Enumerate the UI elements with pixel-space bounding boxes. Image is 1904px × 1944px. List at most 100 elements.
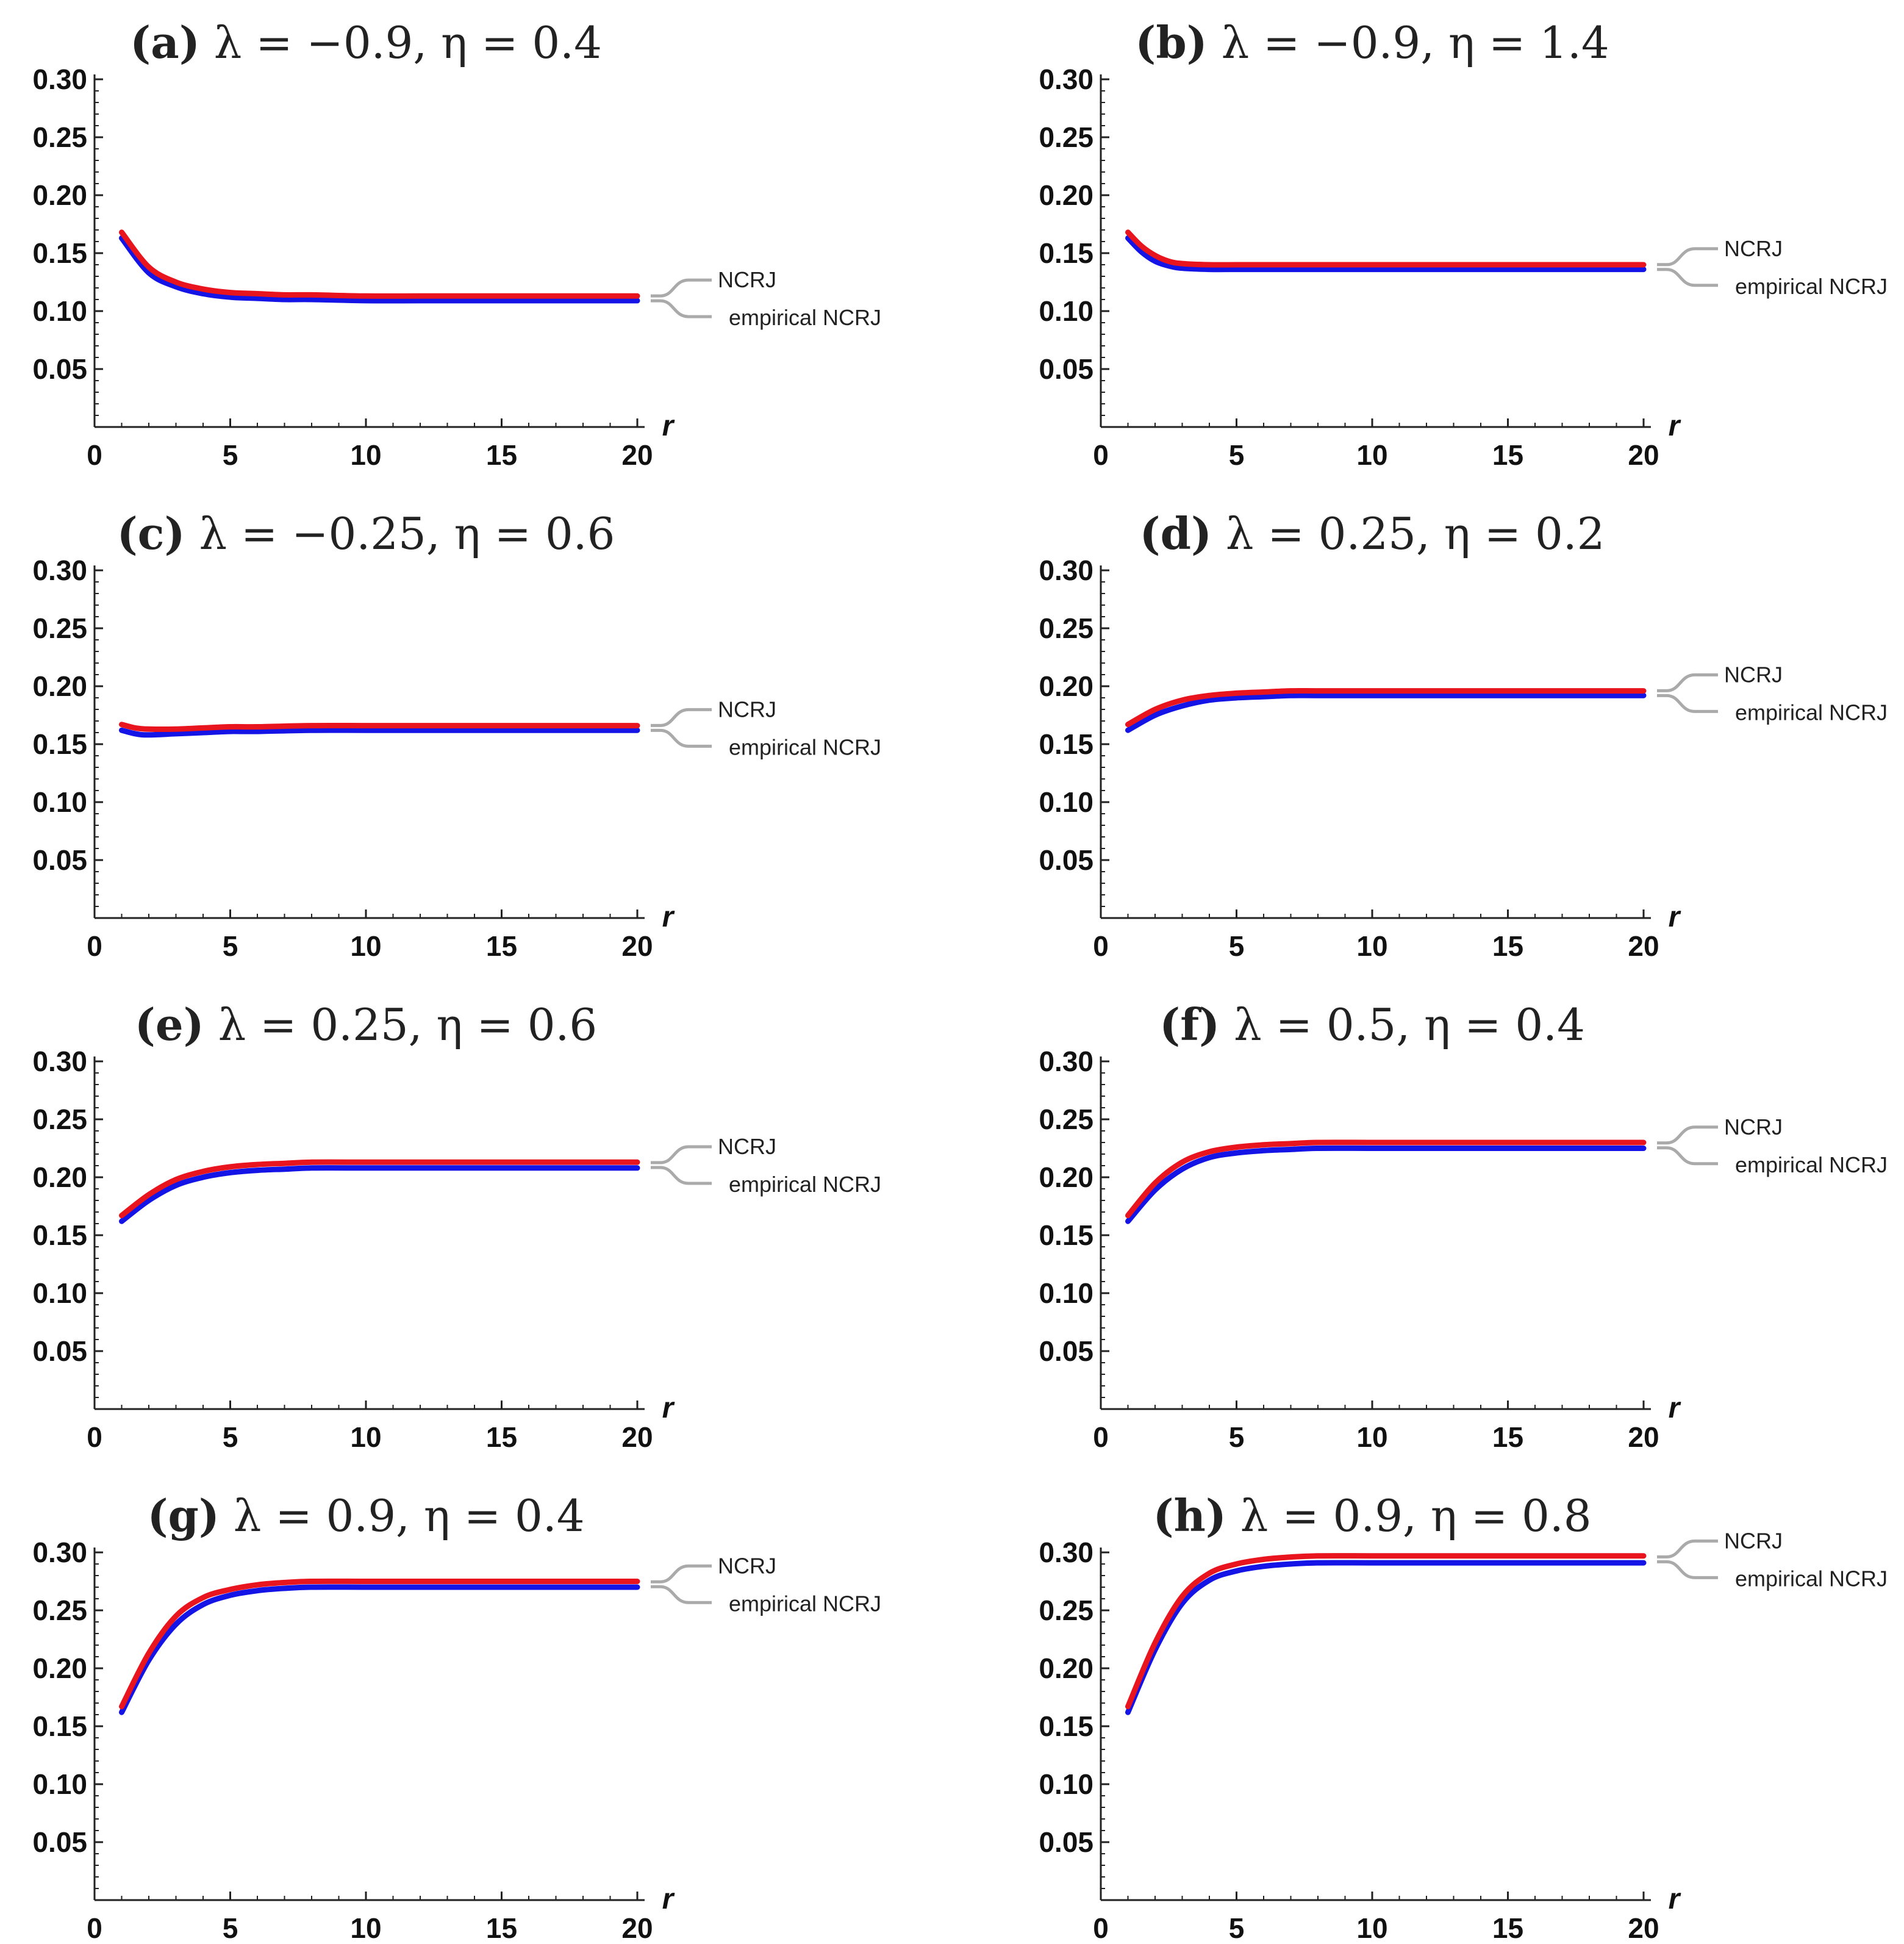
x-tick-label: 0 bbox=[87, 1912, 102, 1941]
series-line-empirical-ncrj bbox=[119, 727, 640, 738]
y-tick-label: 0.10 bbox=[1039, 786, 1093, 818]
y-tick-label: 0.05 bbox=[1039, 1826, 1093, 1858]
y-tick-label: 0.10 bbox=[1039, 295, 1093, 327]
y-tick-label: 0.15 bbox=[32, 728, 87, 760]
y-tick-label: 0.25 bbox=[32, 612, 87, 644]
chart-panel-f: (f) λ = 0.5, η = 0.4 0.05 0.10 0.15 0.20 0.25… bbox=[1039, 999, 1888, 1453]
x-tick-label: 20 bbox=[621, 1912, 653, 1941]
legend-label-ncrj: NCRJ bbox=[1724, 1528, 1783, 1553]
x-tick-label: 10 bbox=[1356, 1421, 1387, 1453]
x-axis-name: r bbox=[662, 1883, 675, 1915]
legend-label-empirical-ncrj: empirical NCRJ bbox=[1735, 700, 1888, 725]
panel-title-tag: (e) bbox=[135, 999, 204, 1050]
x-tick-label: 10 bbox=[350, 930, 381, 962]
x-tick-label: 15 bbox=[1492, 1912, 1523, 1941]
x-tick-label: 10 bbox=[1356, 1912, 1387, 1941]
y-tick-label: 0.30 bbox=[32, 1537, 87, 1568]
panel-title-d: (d) λ = 0.25, η = 0.2 bbox=[1140, 508, 1605, 559]
y-tick-label: 0.20 bbox=[32, 1652, 87, 1684]
legend-label-ncrj: NCRJ bbox=[1724, 236, 1783, 261]
x-tick-label: 15 bbox=[1492, 439, 1523, 471]
y-tick-label: 0.25 bbox=[1039, 1103, 1093, 1135]
legend-label-ncrj: NCRJ bbox=[1724, 662, 1783, 687]
legend-label-empirical-ncrj: empirical NCRJ bbox=[729, 1172, 881, 1197]
x-tick-label: 15 bbox=[486, 439, 517, 471]
y-tick-label: 0.10 bbox=[32, 786, 87, 818]
x-tick-label: 0 bbox=[87, 930, 102, 962]
x-tick-label: 5 bbox=[1229, 439, 1245, 471]
y-tick-label: 0.10 bbox=[32, 1768, 87, 1800]
panel-title-tag: (a) bbox=[130, 16, 200, 68]
x-axis-name: r bbox=[662, 901, 675, 933]
y-tick-label: 0.30 bbox=[32, 63, 87, 95]
y-tick-label: 0.15 bbox=[32, 1219, 87, 1251]
y-tick-label: 0.15 bbox=[1039, 1710, 1093, 1742]
legend-label-empirical-ncrj: empirical NCRJ bbox=[729, 1591, 881, 1616]
y-tick-label: 0.20 bbox=[32, 670, 87, 702]
legend-label-ncrj: NCRJ bbox=[718, 267, 776, 292]
legend-label-ncrj: NCRJ bbox=[718, 697, 776, 722]
y-tick-label: 0.10 bbox=[1039, 1768, 1093, 1800]
x-tick-label: 5 bbox=[223, 1912, 238, 1941]
x-tick-label: 5 bbox=[223, 439, 238, 471]
x-tick-label: 15 bbox=[486, 1912, 517, 1941]
panel-title-params: λ = 0.9, η = 0.4 bbox=[220, 1490, 585, 1541]
panel-title-g: (g) λ = 0.9, η = 0.4 bbox=[147, 1490, 584, 1541]
panel-title-tag: (c) bbox=[117, 508, 185, 559]
x-tick-label: 5 bbox=[1229, 1912, 1245, 1941]
legend-connector-ncrj bbox=[1657, 673, 1718, 692]
x-axis-name: r bbox=[1669, 1392, 1681, 1424]
series-line-ncrj bbox=[1125, 229, 1647, 268]
legend-connector-ncrj bbox=[1657, 1539, 1718, 1558]
x-tick-label: 20 bbox=[1628, 439, 1659, 471]
y-tick-label: 0.05 bbox=[1039, 353, 1093, 385]
panel-title-tag: (b) bbox=[1135, 16, 1207, 68]
x-tick-label: 10 bbox=[350, 1912, 381, 1941]
x-axis-name: r bbox=[1669, 1883, 1681, 1915]
legend-connector-empirical bbox=[1657, 694, 1718, 713]
x-tick-label: 0 bbox=[1093, 439, 1109, 471]
panel-title-e: (e) λ = 0.25, η = 0.6 bbox=[135, 999, 597, 1050]
x-tick-label: 15 bbox=[1492, 930, 1523, 962]
y-tick-label: 0.30 bbox=[32, 1046, 87, 1077]
x-tick-label: 15 bbox=[486, 930, 517, 962]
y-tick-label: 0.05 bbox=[32, 1335, 87, 1367]
x-tick-label: 0 bbox=[87, 439, 102, 471]
panel-title-tag: (f) bbox=[1159, 999, 1220, 1050]
y-tick-label: 0.20 bbox=[1039, 670, 1093, 702]
y-tick-label: 0.20 bbox=[1039, 1652, 1093, 1684]
panel-title-tag: (h) bbox=[1153, 1490, 1226, 1541]
series-line-ncrj bbox=[1125, 687, 1647, 728]
x-tick-label: 20 bbox=[621, 1421, 653, 1453]
y-tick-label: 0.15 bbox=[1039, 728, 1093, 760]
panel-title-params: λ = −0.25, η = 0.6 bbox=[185, 508, 615, 559]
legend-connector-ncrj bbox=[651, 278, 712, 298]
legend-connector-empirical bbox=[1657, 1146, 1718, 1166]
chart-panel-c: (c) λ = −0.25, η = 0.6 0.05 0.10 0.15 0.20 0.… bbox=[32, 508, 881, 962]
series-line-ncrj bbox=[119, 229, 640, 299]
y-tick-label: 0.10 bbox=[1039, 1277, 1093, 1309]
x-axis-name: r bbox=[662, 410, 675, 442]
legend-label-empirical-ncrj: empirical NCRJ bbox=[1735, 274, 1888, 299]
series-line-ncrj bbox=[119, 1578, 640, 1710]
x-tick-label: 5 bbox=[223, 930, 238, 962]
x-axis-name: r bbox=[662, 1392, 675, 1424]
series-line-empirical-ncrj bbox=[119, 235, 640, 304]
panel-title-tag: (d) bbox=[1140, 508, 1212, 559]
x-tick-label: 20 bbox=[621, 439, 653, 471]
y-tick-label: 0.30 bbox=[1039, 554, 1093, 586]
series-line-ncrj bbox=[119, 722, 640, 733]
x-tick-label: 20 bbox=[1628, 1421, 1659, 1453]
y-tick-label: 0.20 bbox=[32, 1161, 87, 1193]
panel-title-params: λ = 0.9, η = 0.8 bbox=[1226, 1490, 1592, 1541]
series-line-empirical-ncrj bbox=[1125, 235, 1647, 273]
panel-title-params: λ = 0.25, η = 0.2 bbox=[1212, 508, 1605, 559]
x-tick-label: 0 bbox=[1093, 1912, 1109, 1941]
panel-title-params: λ = −0.9, η = 1.4 bbox=[1208, 17, 1609, 68]
legend-label-empirical-ncrj: empirical NCRJ bbox=[1735, 1152, 1888, 1177]
y-tick-label: 0.15 bbox=[1039, 1219, 1093, 1251]
y-tick-label: 0.05 bbox=[1039, 1335, 1093, 1367]
series-line-empirical-ncrj bbox=[1125, 1145, 1647, 1224]
y-tick-label: 0.10 bbox=[32, 1277, 87, 1309]
